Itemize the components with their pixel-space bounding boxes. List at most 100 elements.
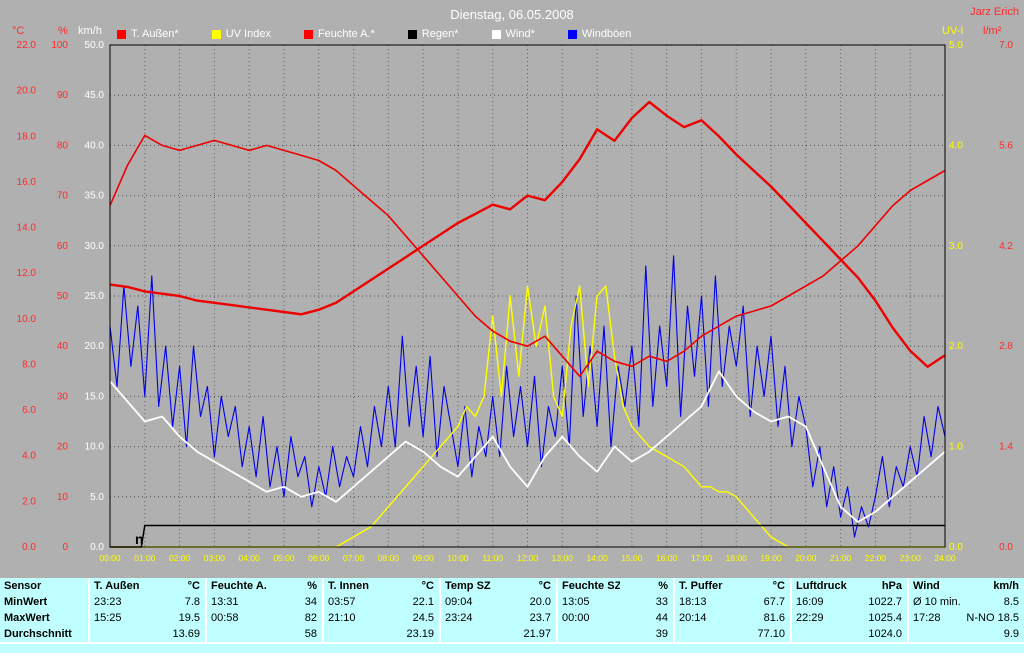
tick-percent: 50: [57, 291, 69, 302]
tick-kmh: 30.0: [85, 241, 105, 252]
tick-celsius: 2.0: [22, 496, 36, 507]
tick-time: 00:00: [99, 553, 121, 563]
chart-plot: n 22.0 20.0 18.0 16.0 14.0 12.0 10.0 8.0 6.0 4.0 2.…: [17, 40, 1014, 563]
tick-uv: 1.0: [949, 442, 963, 453]
legend-label: Feuchte A.*: [317, 28, 375, 40]
tick-celsius: 16.0: [17, 177, 37, 188]
sensor-group-wind: Ø 10 min. 8.5: [907, 594, 1024, 610]
sensor-group-temp-sz: 21.97: [439, 626, 556, 642]
cell-time: 15:25: [94, 612, 122, 624]
cell-value: 1022.7: [868, 596, 902, 608]
cell-value: 21.97: [523, 628, 551, 640]
legend-item: Feuchte A.*: [303, 28, 375, 40]
tick-percent: 20: [57, 442, 69, 453]
legend-item: Windböen: [567, 28, 631, 40]
tick-kmh: 50.0: [85, 40, 105, 51]
axis-header-rain: l/m²: [983, 25, 1002, 37]
series-wind: [109, 370, 946, 523]
sensor-group-t-innen: 23.19: [322, 626, 439, 642]
cell-time: 17:28: [913, 612, 941, 624]
cell-time: [675, 626, 737, 642]
sensor-group-luftdruck: Luftdruck hPa: [790, 578, 907, 594]
axis-header-percent: %: [58, 25, 68, 37]
sensor-group-luftdruck: 22:29 1025.4: [790, 610, 907, 626]
tick-time: 21:00: [830, 553, 852, 563]
sensor-group-luftdruck: 16:09 1022.7: [790, 594, 907, 610]
legend-swatch-icon: [407, 29, 417, 39]
sensor-group-t-au-en: 15:25 19.5: [88, 610, 205, 626]
summary-table: Sensor T. Außen °C Feuchte A.% T. Innen °C Tem…: [0, 578, 1024, 653]
legend-swatch-icon: [211, 29, 221, 39]
legend-label: Regen*: [421, 28, 459, 40]
tick-celsius: 8.0: [22, 359, 36, 370]
cell-value: 67.7: [763, 596, 785, 608]
tick-time: 01:00: [134, 553, 156, 563]
tick-percent: 10: [57, 492, 69, 503]
tick-percent: 30: [57, 391, 69, 402]
tick-time: 18:00: [726, 553, 748, 563]
legend-swatch-icon: [117, 29, 126, 39]
sensor-group-feuchte-sz: 39: [556, 626, 673, 642]
tick-rain: 7.0: [999, 40, 1013, 51]
row-label: MaxWert: [4, 612, 50, 624]
tick-kmh: 25.0: [85, 291, 105, 302]
cell-time: 21:10: [328, 612, 356, 624]
tick-time: 17:00: [691, 553, 713, 563]
cell-time: 13:31: [211, 596, 239, 608]
tick-uv: 0.0: [949, 542, 963, 553]
page-title: Dienstag, 06.05.2008: [450, 7, 574, 22]
tick-time: 13:00: [552, 553, 574, 563]
row-label: MinWert: [4, 596, 48, 608]
sensor-group-temp-sz: Temp SZ °C: [439, 578, 556, 594]
cell-value: 23.7: [529, 612, 551, 624]
cell-value: 34: [304, 596, 317, 608]
tick-celsius: 10.0: [17, 314, 37, 325]
tick-time: 14:00: [586, 553, 608, 563]
cell-value: 33: [655, 596, 668, 608]
sensor-group-t-innen: T. Innen °C: [322, 578, 439, 594]
tick-time: 15:00: [621, 553, 643, 563]
cell-value: 23.19: [406, 628, 434, 640]
tick-time: 11:00: [482, 553, 503, 563]
cell-value: 19.5: [178, 612, 200, 624]
cell-time: [324, 626, 386, 642]
cell-time: Temp SZ: [445, 580, 491, 592]
cell-time: [558, 626, 620, 642]
sensor-group-t-innen: 21:10 24.5: [322, 610, 439, 626]
axis-header-celsius: °C: [12, 25, 25, 37]
legend-swatch-icon: [303, 29, 313, 39]
sensor-group-t-au-en: 23:23 7.8: [88, 594, 205, 610]
tick-celsius: 6.0: [22, 405, 36, 416]
tick-celsius: 22.0: [17, 40, 37, 51]
cell-value: °C: [538, 580, 551, 592]
legend-item: UV Index: [211, 28, 271, 40]
cell-value: hPa: [881, 580, 902, 592]
legend-label: T. Außen*: [131, 28, 179, 40]
row-label: Durchschnitt: [4, 628, 72, 640]
cell-time: [207, 626, 269, 642]
sensor-group-feuchte-a: Feuchte A.%: [205, 578, 322, 594]
table-row: MinWert 23:23 7.8 13:31 34 03:57 22.1 09:04 20.0…: [0, 594, 1024, 610]
legend-item: Regen*: [407, 28, 459, 40]
cell-value: %: [307, 580, 317, 592]
cell-time: 22:29: [796, 612, 824, 624]
tick-time: 20:00: [795, 553, 817, 563]
tick-percent: 60: [57, 241, 69, 252]
cell-value: 7.8: [184, 596, 200, 608]
cell-time: [441, 626, 503, 642]
legend-item: Wind*: [491, 28, 535, 40]
tick-percent: 40: [57, 341, 69, 352]
axis-header-uv: UV-I: [942, 25, 964, 37]
sensor-group-t-puffer: T. Puffer °C: [673, 578, 790, 594]
tick-uv: 4.0: [949, 140, 963, 151]
cell-time: 03:57: [328, 596, 356, 608]
tick-time: 09:00: [412, 553, 434, 563]
sensor-group-temp-sz: 09:04 20.0: [439, 594, 556, 610]
sensor-group-wind: 17:28 N-NO 18.5: [907, 610, 1024, 626]
cell-value: 58: [304, 628, 317, 640]
sensor-group-t-innen: 03:57 22.1: [322, 594, 439, 610]
cell-value: 24.5: [412, 612, 434, 624]
tick-rain: 4.2: [999, 241, 1013, 252]
cell-time: 13:05: [562, 596, 590, 608]
tick-uv: 3.0: [949, 241, 963, 252]
